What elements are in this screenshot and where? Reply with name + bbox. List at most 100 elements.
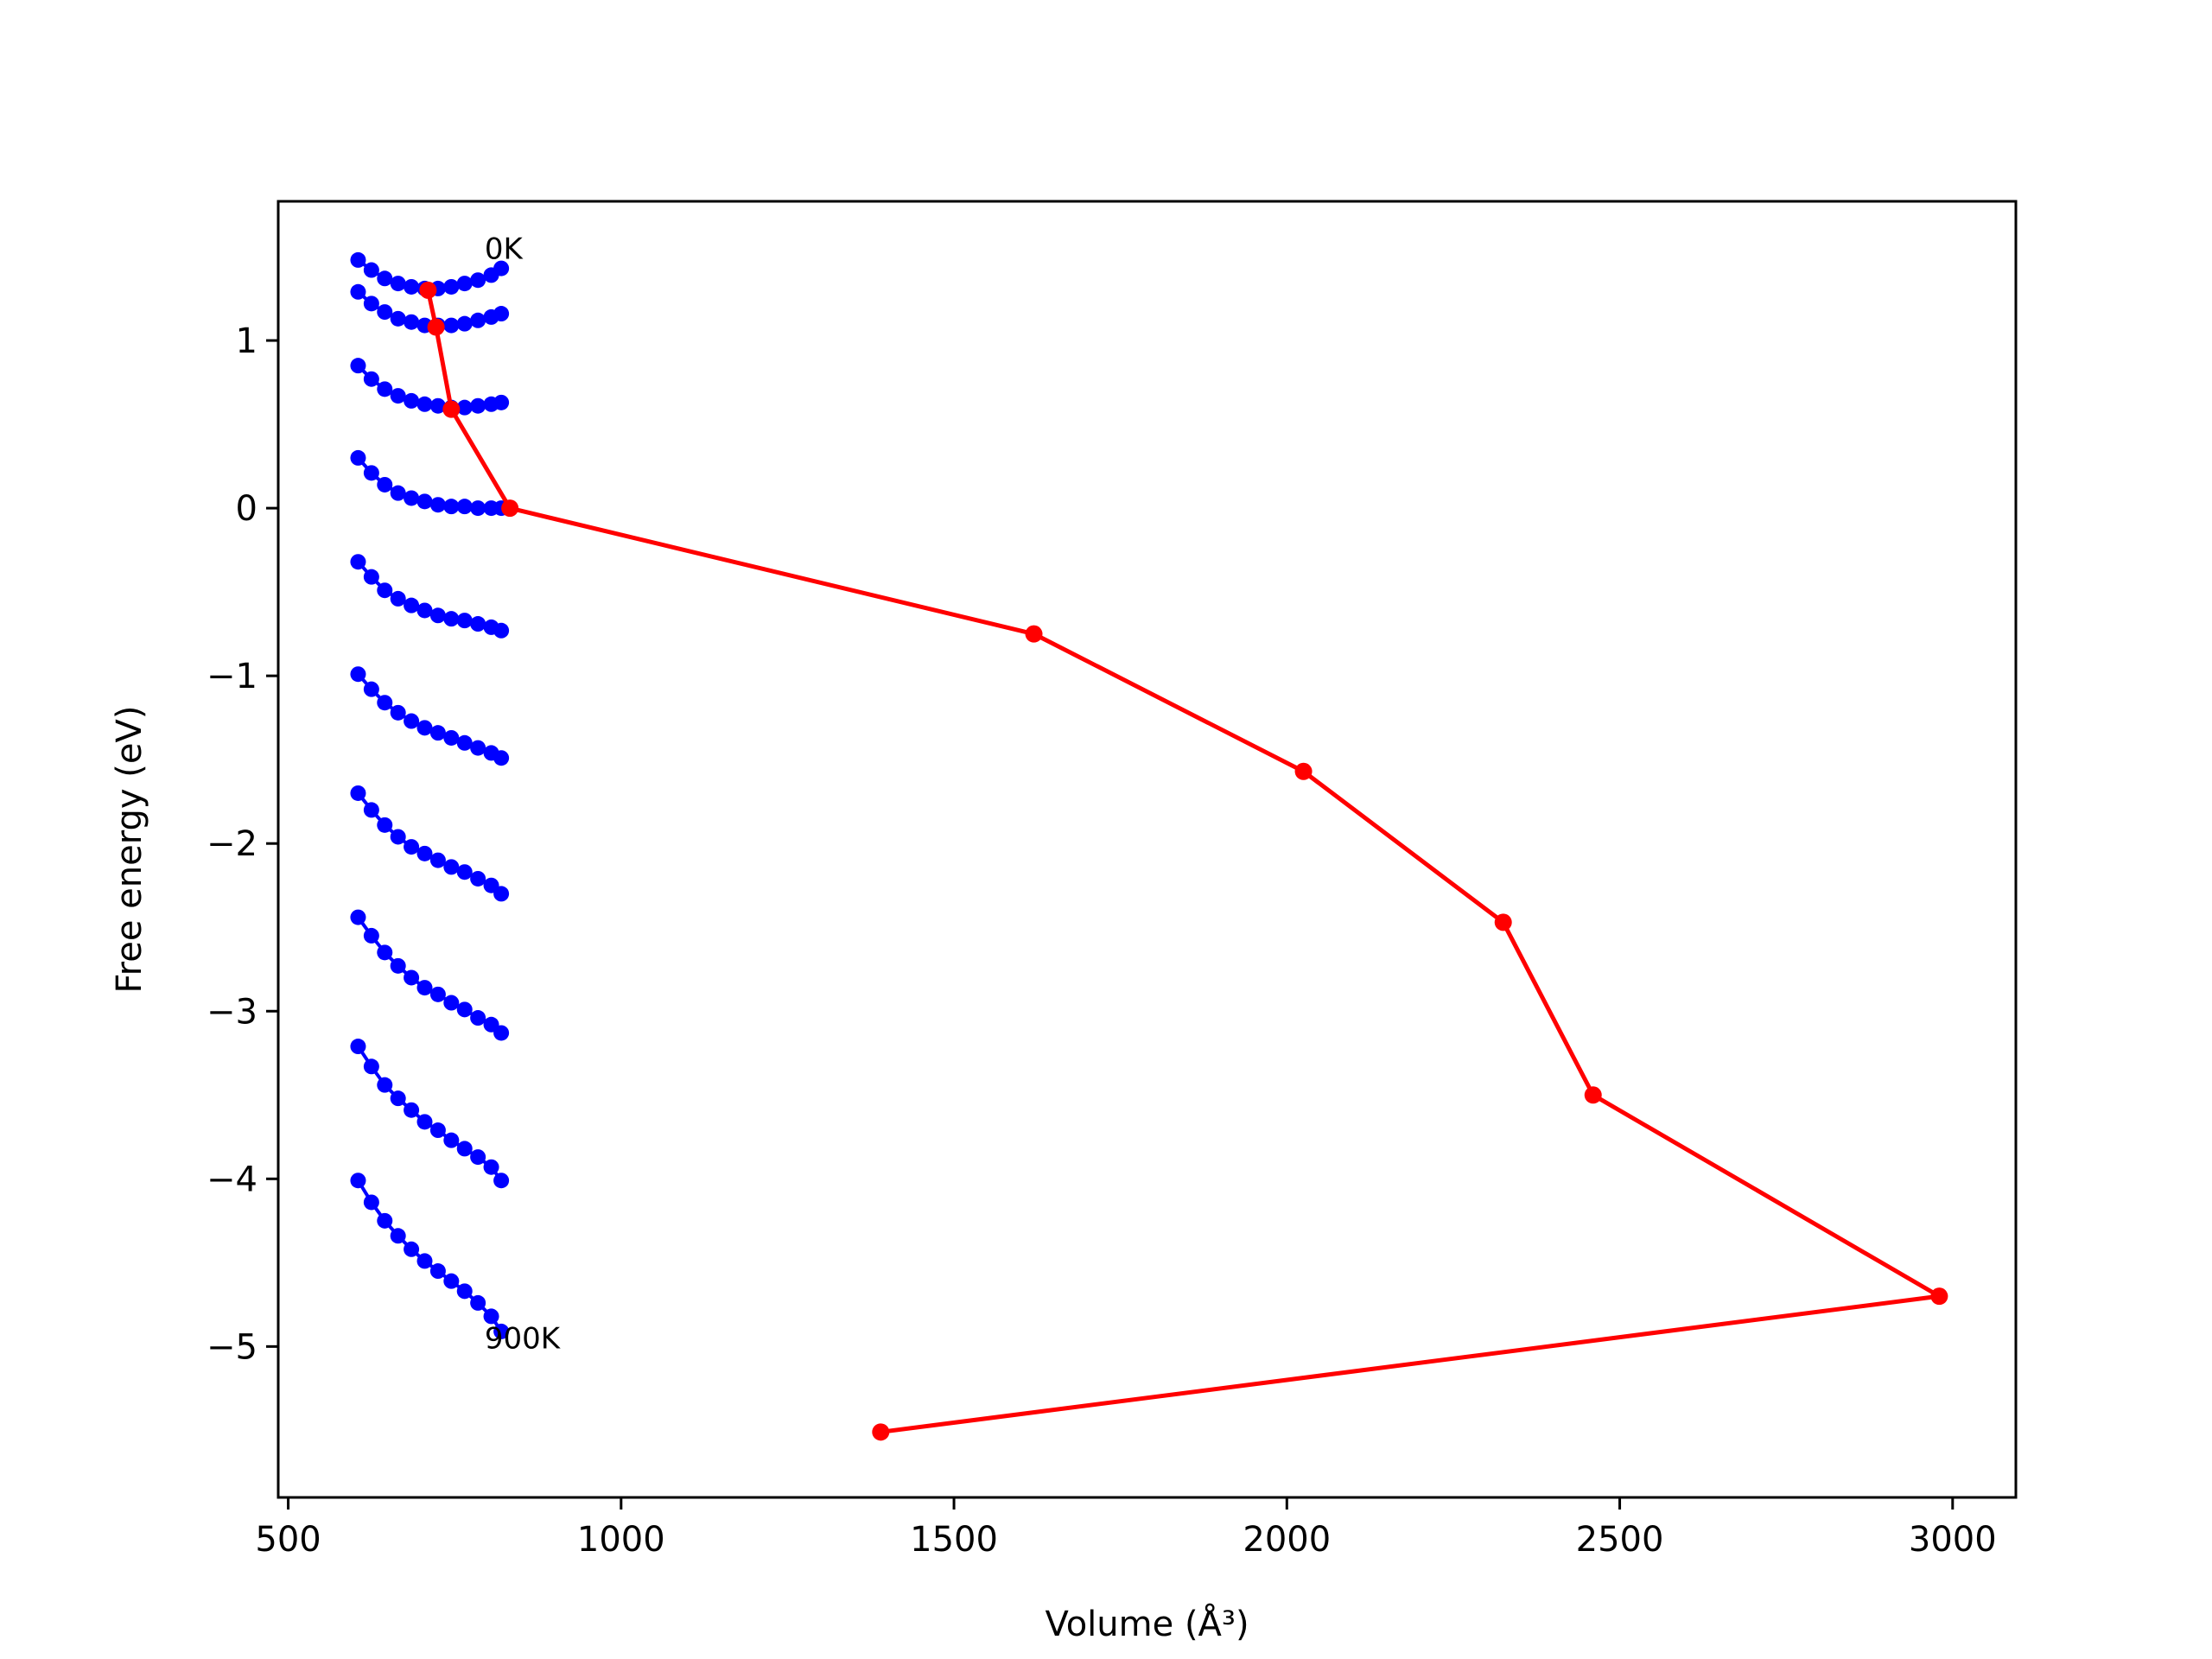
curve-5-point-3 <box>390 704 406 721</box>
curve-4-point-7 <box>443 611 460 627</box>
curve-1-point-3 <box>390 310 406 327</box>
curve-4-point-0 <box>350 554 366 570</box>
curve-0-point-4 <box>404 278 420 295</box>
x-tick-label-2000: 2000 <box>1243 1520 1331 1560</box>
curve-8-point-8 <box>456 1141 473 1157</box>
curve-0-point-0 <box>350 251 366 268</box>
curve-2-point-3 <box>390 388 406 404</box>
curve-4-point-4 <box>404 597 420 613</box>
curve-2-point-0 <box>350 358 366 374</box>
curve-6-point-11 <box>493 886 510 902</box>
y-tick-label--3: −3 <box>207 992 257 1032</box>
curve-4-point-6 <box>429 607 446 624</box>
curve-1-point-7 <box>443 317 460 334</box>
curve-3-point-4 <box>404 490 420 506</box>
curve-2-point-6 <box>429 397 446 414</box>
curve-9-point-0 <box>350 1173 366 1189</box>
curve-6-point-7 <box>443 859 460 875</box>
y-tick-label--2: −2 <box>207 824 257 864</box>
curve-3-point-6 <box>429 497 446 513</box>
curve-2-point-1 <box>363 371 379 387</box>
curve-1-point-8 <box>456 315 473 332</box>
curve-7-point-1 <box>363 927 379 944</box>
curve-9-point-2 <box>377 1212 393 1229</box>
curve-9-point-9 <box>470 1294 486 1311</box>
x-tick-label-1000: 1000 <box>577 1520 665 1560</box>
y-tick-label--5: −5 <box>207 1327 257 1367</box>
curve-7-point-3 <box>390 957 406 974</box>
curve-6-point-5 <box>416 845 433 861</box>
plot-area <box>350 251 1948 1441</box>
annotation-0k: 0K <box>485 232 524 266</box>
curve-0-point-2 <box>377 270 393 287</box>
curve-9-point-4 <box>404 1241 420 1257</box>
curve-4-point-3 <box>390 590 406 607</box>
y-tick-label--4: −4 <box>207 1160 257 1199</box>
curve-6-point-9 <box>470 870 486 887</box>
curve-1-point-0 <box>350 283 366 300</box>
curve-7-point-4 <box>404 969 420 986</box>
x-tick-label-1500: 1500 <box>910 1520 998 1560</box>
curve-3-point-0 <box>350 449 366 466</box>
minimum-path-point-6 <box>1494 913 1512 931</box>
minimum-path-point-0 <box>419 281 437 299</box>
curve-1-point-11 <box>493 306 510 322</box>
curve-3-point-3 <box>390 485 406 501</box>
curve-9-point-7 <box>443 1273 460 1289</box>
curve-8-point-10 <box>483 1159 499 1175</box>
x-tick-label-2500: 2500 <box>1576 1520 1664 1560</box>
curve-8-point-9 <box>470 1149 486 1166</box>
curve-4-point-2 <box>377 582 393 599</box>
curve-5-point-0 <box>350 666 366 683</box>
annotations: 0K 900K <box>485 232 562 1356</box>
curve-2-point-2 <box>377 381 393 397</box>
curve-4-point-11 <box>493 622 510 639</box>
curve-6-point-2 <box>377 817 393 833</box>
curve-7-point-0 <box>350 909 366 925</box>
curve-3-point-7 <box>443 499 460 515</box>
curve-7-point-8 <box>456 1001 473 1018</box>
curve-8-point-4 <box>404 1102 420 1118</box>
curve-7-point-2 <box>377 944 393 961</box>
curve-4-point-8 <box>456 613 473 629</box>
curve-4-point-9 <box>470 616 486 632</box>
curve-5-point-2 <box>377 695 393 711</box>
curve-0-point-1 <box>363 262 379 278</box>
minimum-path-point-4 <box>1025 625 1043 643</box>
curve-5-point-11 <box>493 750 510 766</box>
x-axis-label: Volume (Å³) <box>1045 1603 1249 1644</box>
y-tick-label-1: 1 <box>236 321 257 361</box>
y-tick-label--1: −1 <box>207 657 257 696</box>
curve-8-point-7 <box>443 1132 460 1148</box>
curve-2-point-9 <box>470 397 486 414</box>
y-tick-label-0: 0 <box>236 489 257 529</box>
curve-6-point-1 <box>363 802 379 818</box>
curve-3-point-8 <box>456 499 473 515</box>
minimum-path-point-2 <box>442 400 461 418</box>
curve-7-point-5 <box>416 980 433 996</box>
curve-9-point-10 <box>483 1308 499 1325</box>
curve-0-point-3 <box>390 276 406 292</box>
minimum-path-point-3 <box>501 499 519 518</box>
annotation-900k: 900K <box>485 1322 562 1357</box>
curve-2-point-11 <box>493 394 510 410</box>
curve-1-point-2 <box>377 304 393 321</box>
curve-5-point-7 <box>443 729 460 746</box>
curve-8-point-3 <box>390 1090 406 1107</box>
curve-7-point-11 <box>493 1025 510 1041</box>
curve-0-point-9 <box>470 272 486 289</box>
curve-6-point-3 <box>390 829 406 845</box>
curve-4-point-5 <box>416 602 433 619</box>
x-tick-label-500: 500 <box>255 1520 321 1560</box>
curve-3-point-9 <box>470 500 486 517</box>
curve-2-point-5 <box>416 396 433 412</box>
y-axis-label: Free energy (eV) <box>110 706 149 994</box>
minimum-path-line <box>425 289 1942 1434</box>
curve-0-point-8 <box>456 276 473 292</box>
curve-4-point-1 <box>363 569 379 585</box>
curve-0-point-7 <box>443 278 460 295</box>
curve-1-point-4 <box>404 314 420 330</box>
minimum-path-point-5 <box>1294 762 1313 780</box>
curve-1-point-9 <box>470 312 486 328</box>
